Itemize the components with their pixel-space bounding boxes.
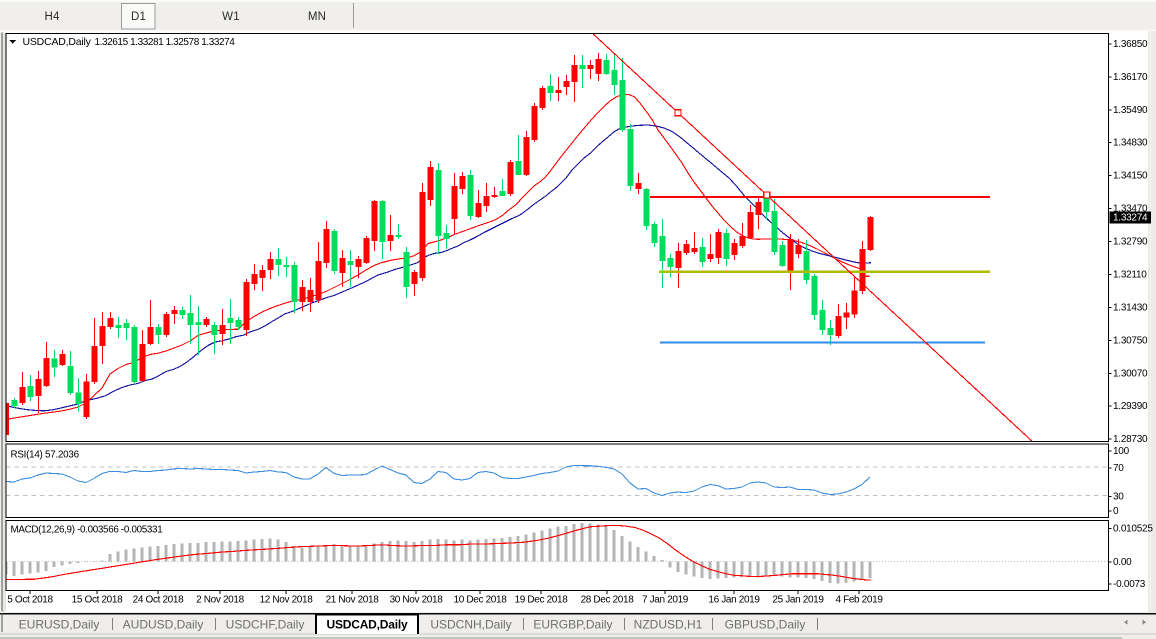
svg-text:1.35490: 1.35490: [1113, 105, 1148, 116]
svg-text:1.28730: 1.28730: [1113, 434, 1148, 445]
svg-text:MN: MN: [308, 11, 326, 23]
svg-text:30: 30: [1113, 491, 1124, 502]
svg-text:1.33470: 1.33470: [1113, 204, 1148, 215]
svg-text:70: 70: [1113, 463, 1124, 474]
svg-text:28 Dec 2018: 28 Dec 2018: [581, 595, 635, 606]
svg-text:1.31430: 1.31430: [1113, 302, 1148, 313]
svg-text:USDCAD,Daily: USDCAD,Daily: [327, 618, 408, 632]
svg-text:USDCNH,Daily: USDCNH,Daily: [430, 618, 511, 632]
svg-text:1.32790: 1.32790: [1113, 237, 1148, 248]
svg-text:USDCAD,Daily: USDCAD,Daily: [23, 36, 92, 48]
svg-text:MACD(12,26,9) -0.003566 -0.005: MACD(12,26,9) -0.003566 -0.005331: [11, 525, 163, 536]
svg-text:GBPUSD,Daily: GBPUSD,Daily: [725, 618, 806, 632]
svg-text:W1: W1: [222, 11, 240, 23]
svg-text:EURUSD,Daily: EURUSD,Daily: [19, 618, 100, 632]
svg-text:30 Nov 2018: 30 Nov 2018: [390, 595, 444, 606]
svg-text:5 Oct 2018: 5 Oct 2018: [7, 595, 53, 606]
svg-text:EURGBP,Daily: EURGBP,Daily: [533, 618, 612, 632]
svg-text:25 Jan 2019: 25 Jan 2019: [772, 595, 824, 606]
svg-text:D1: D1: [131, 11, 146, 23]
svg-text:12 Nov 2018: 12 Nov 2018: [260, 595, 314, 606]
svg-text:1.36850: 1.36850: [1113, 39, 1148, 50]
svg-text:1.34150: 1.34150: [1113, 171, 1148, 182]
svg-text:21 Nov 2018: 21 Nov 2018: [326, 595, 380, 606]
svg-text:1.33274: 1.33274: [1113, 213, 1148, 224]
svg-text:1.30070: 1.30070: [1113, 368, 1148, 379]
svg-text:RSI(14) 57.2036: RSI(14) 57.2036: [11, 450, 80, 461]
svg-text:100: 100: [1113, 446, 1130, 457]
svg-text:24 Oct 2018: 24 Oct 2018: [133, 595, 184, 606]
svg-text:10 Dec 2018: 10 Dec 2018: [454, 595, 508, 606]
svg-text:1.34830: 1.34830: [1113, 138, 1148, 149]
svg-text:4 Feb 2019: 4 Feb 2019: [835, 595, 883, 606]
svg-text:1.36170: 1.36170: [1113, 72, 1148, 83]
svg-text:1.29390: 1.29390: [1113, 401, 1148, 412]
svg-text:USDCHF,Daily: USDCHF,Daily: [226, 618, 305, 632]
svg-text:2 Nov 2018: 2 Nov 2018: [196, 595, 244, 606]
svg-text:H4: H4: [44, 11, 60, 23]
svg-text:16 Jan 2019: 16 Jan 2019: [708, 595, 760, 606]
svg-text:0: 0: [1113, 506, 1119, 517]
svg-text:7 Jan 2019: 7 Jan 2019: [642, 595, 689, 606]
svg-text:1.32615 1.33281 1.32578 1.3327: 1.32615 1.33281 1.32578 1.33274: [95, 37, 236, 48]
svg-text:AUDUSD,Daily: AUDUSD,Daily: [123, 618, 204, 632]
svg-text:19 Dec 2018: 19 Dec 2018: [515, 595, 569, 606]
svg-text:0.010525: 0.010525: [1113, 523, 1153, 534]
svg-text:1.32110: 1.32110: [1113, 269, 1147, 280]
svg-text:15 Oct 2018: 15 Oct 2018: [72, 595, 123, 606]
svg-text:1.30750: 1.30750: [1113, 335, 1148, 346]
svg-text:NZDUSD,H1: NZDUSD,H1: [634, 618, 703, 632]
svg-text:-0.0073: -0.0073: [1113, 579, 1146, 590]
svg-text:0.00: 0.00: [1113, 557, 1132, 568]
